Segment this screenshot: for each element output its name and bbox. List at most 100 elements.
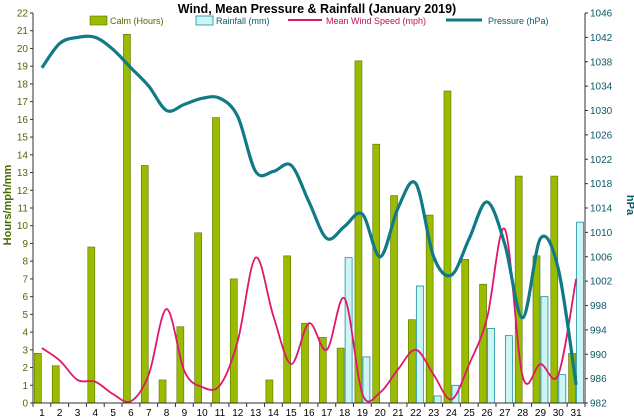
bar-calm-day-24 bbox=[443, 90, 452, 404]
x-tick-label: 19 bbox=[357, 408, 369, 419]
legend-label-calm: Calm (Hours) bbox=[110, 16, 164, 26]
x-tick-label: 17 bbox=[321, 408, 333, 419]
bar-calm-day-2 bbox=[51, 365, 60, 404]
x-tick-label: 29 bbox=[535, 408, 547, 419]
bar-calm-day-8 bbox=[158, 379, 167, 404]
x-tick-label: 30 bbox=[553, 408, 565, 419]
x-tick-label: 27 bbox=[499, 408, 511, 419]
legend-swatch-calm bbox=[89, 15, 108, 26]
y-right-tick-label: 1018 bbox=[590, 179, 613, 190]
bar-calm-day-7 bbox=[140, 165, 149, 404]
y-left-tick-label: 10 bbox=[17, 221, 29, 232]
y-left-tick-label: 4 bbox=[22, 328, 28, 339]
bar-rainfall-day-22 bbox=[415, 285, 424, 404]
legend-swatch-rainfall bbox=[195, 15, 214, 26]
x-tick-label: 12 bbox=[232, 408, 244, 419]
y-right-tick-label: 1014 bbox=[590, 204, 613, 215]
y-right-tick-label: 1022 bbox=[590, 155, 613, 166]
y-left-tick-label: 7 bbox=[22, 274, 28, 285]
x-tick-label: 22 bbox=[410, 408, 422, 419]
y-left-tick-label: 6 bbox=[22, 292, 28, 303]
x-tick-label: 23 bbox=[428, 408, 440, 419]
y-left-tick-label: 18 bbox=[17, 79, 29, 90]
y-right-tick-label: 990 bbox=[590, 350, 607, 361]
y-left-tick-label: 17 bbox=[17, 97, 29, 108]
y-left-tick-label: 14 bbox=[17, 150, 29, 161]
y-axis-left-title: Hours/mph/mm bbox=[2, 164, 14, 245]
x-tick-label: 18 bbox=[339, 408, 351, 419]
y-left-tick-label: 22 bbox=[17, 9, 29, 20]
x-tick-label: 1 bbox=[39, 408, 45, 419]
bar-calm-day-14 bbox=[265, 379, 274, 404]
y-right-tick-label: 982 bbox=[590, 399, 607, 410]
x-tick-label: 31 bbox=[571, 408, 583, 419]
y-left-tick-label: 9 bbox=[22, 239, 28, 250]
x-tick-label: 7 bbox=[146, 408, 152, 419]
bar-calm-day-4 bbox=[87, 246, 96, 404]
bar-calm-day-30 bbox=[550, 175, 559, 404]
legend-label-rainfall: Rainfall (mm) bbox=[216, 16, 270, 26]
legend: Calm (Hours) Rainfall (mm) Mean Wind Spe… bbox=[89, 15, 549, 26]
bar-rainfall-day-27 bbox=[504, 335, 513, 404]
bar-calm-day-22 bbox=[408, 319, 416, 404]
chart-title: Wind, Mean Pressure & Rainfall (January … bbox=[178, 2, 456, 16]
bar-calm-day-1 bbox=[34, 353, 42, 404]
line-pressure bbox=[40, 34, 578, 385]
y-right-tick-label: 1030 bbox=[590, 106, 613, 117]
y-right-tick-label: 1042 bbox=[590, 33, 613, 44]
y-left-tick-label: 5 bbox=[22, 310, 28, 321]
x-tick-label: 3 bbox=[75, 408, 81, 419]
y-right-tick-label: 1010 bbox=[590, 228, 613, 239]
bar-calm-day-11 bbox=[212, 117, 220, 404]
axes: 0123456789101112131415161718192021229829… bbox=[17, 9, 613, 420]
y-right-tick-label: 1026 bbox=[590, 130, 613, 141]
bar-calm-day-20 bbox=[372, 143, 381, 404]
x-tick-label: 10 bbox=[197, 408, 209, 419]
x-tick-label: 11 bbox=[215, 408, 226, 419]
bar-calm-day-26 bbox=[479, 283, 487, 404]
y-left-tick-label: 2 bbox=[22, 363, 28, 374]
bar-calm-day-15 bbox=[283, 255, 291, 404]
bar-rainfall-day-29 bbox=[540, 296, 549, 404]
y-right-tick-label: 1006 bbox=[590, 252, 613, 263]
y-left-tick-label: 11 bbox=[18, 204, 29, 215]
bar-rainfall-day-26 bbox=[487, 328, 495, 404]
y-right-tick-label: 986 bbox=[590, 374, 607, 385]
x-tick-label: 24 bbox=[446, 408, 458, 419]
bar-calm-day-12 bbox=[229, 278, 238, 404]
x-tick-label: 14 bbox=[268, 408, 280, 419]
x-tick-label: 6 bbox=[128, 408, 134, 419]
legend-label-wind: Mean Wind Speed (mph) bbox=[326, 16, 426, 26]
x-tick-label: 4 bbox=[93, 408, 99, 419]
x-tick-label: 9 bbox=[182, 408, 188, 419]
line-mean-wind-speed bbox=[41, 227, 577, 403]
y-left-tick-label: 12 bbox=[17, 186, 29, 197]
x-tick-label: 13 bbox=[250, 408, 262, 419]
x-tick-label: 21 bbox=[392, 408, 404, 419]
x-tick-label: 8 bbox=[164, 408, 170, 419]
bar-rainfall-day-23 bbox=[433, 395, 442, 404]
y-right-tick-label: 1034 bbox=[590, 82, 613, 93]
y-left-tick-label: 13 bbox=[17, 168, 29, 179]
legend-label-pressure: Pressure (hPa) bbox=[488, 16, 549, 26]
x-tick-label: 2 bbox=[57, 408, 63, 419]
y-right-tick-label: 998 bbox=[590, 301, 607, 312]
y-left-tick-label: 16 bbox=[17, 115, 29, 126]
x-tick-label: 26 bbox=[482, 408, 494, 419]
x-tick-label: 20 bbox=[375, 408, 387, 419]
y-left-tick-label: 21 bbox=[17, 26, 29, 37]
x-tick-label: 25 bbox=[464, 408, 476, 419]
bar-calm-day-19 bbox=[354, 60, 363, 404]
bar-calm-day-10 bbox=[194, 232, 202, 404]
y-right-tick-label: 1002 bbox=[590, 277, 613, 288]
x-tick-label: 5 bbox=[110, 408, 116, 419]
y-left-tick-label: 19 bbox=[17, 62, 29, 73]
y-right-tick-label: 1046 bbox=[590, 9, 613, 20]
x-tick-label: 28 bbox=[517, 408, 529, 419]
x-tick-label: 16 bbox=[303, 408, 315, 419]
plot-area bbox=[34, 33, 584, 404]
y-left-tick-label: 20 bbox=[17, 44, 29, 55]
bar-rainfall-day-31 bbox=[576, 221, 584, 404]
bar-calm-day-29 bbox=[532, 255, 541, 404]
